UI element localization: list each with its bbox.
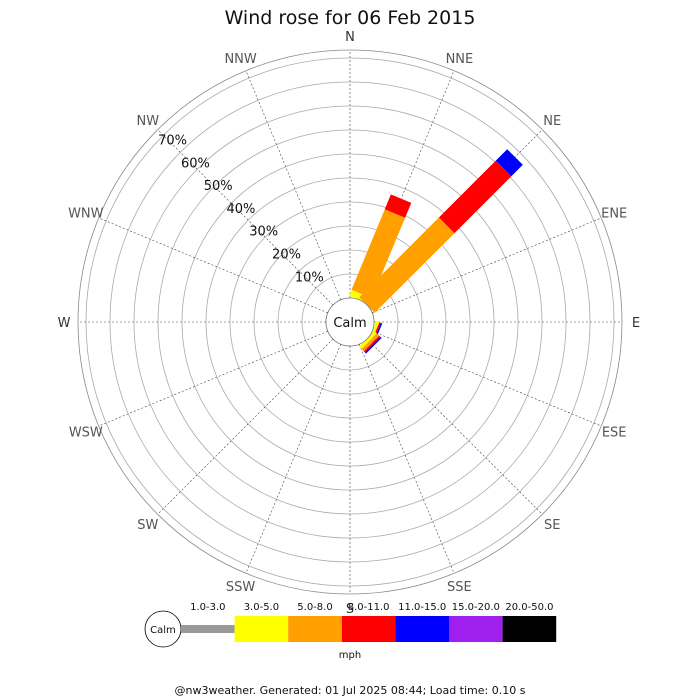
legend-label-4: 11.0-15.0	[398, 602, 446, 613]
direction-label-sw: SW	[137, 518, 158, 533]
direction-label-nne: NNE	[446, 52, 474, 67]
legend-label-5: 15.0-20.0	[452, 602, 500, 613]
spoke-nw	[157, 129, 334, 306]
direction-labels: N NNE NE ENE E ESE SE SSE S SSW SW WSW W WNW NW NNW	[58, 30, 641, 617]
direction-label-s: S	[346, 602, 354, 617]
legend-swatch-0	[181, 625, 235, 633]
spoke-sw	[157, 338, 334, 515]
footer-text: @nw3weather. Generated: 01 Jul 2025 08:4…	[175, 684, 526, 697]
radial-tick-4: 40%	[226, 202, 255, 217]
spoke-wnw	[98, 217, 328, 314]
direction-label-wsw: WSW	[69, 425, 103, 440]
legend-label-6: 20.0-50.0	[505, 602, 553, 613]
radial-tick-7: 70%	[158, 134, 187, 149]
radial-tick-5: 50%	[204, 179, 233, 194]
legend-swatch-4	[395, 616, 449, 642]
petal-se-bin-3	[363, 335, 381, 353]
outer-ring	[77, 49, 623, 595]
calm-circle	[325, 297, 375, 347]
direction-label-nnw: NNW	[224, 52, 256, 67]
direction-label-e: E	[632, 316, 640, 331]
petal-nne-bin-2	[351, 209, 406, 299]
spoke-ssw	[245, 344, 342, 574]
petal-se-bin-2	[361, 333, 380, 352]
legend-label-1: 3.0-5.0	[244, 602, 279, 613]
petal-nne-bin-3	[384, 194, 412, 218]
speed-legend: Calm mph 1.0-3.0 3.0-5.0 5.0-8.0 8.0-11.0 11…	[144, 602, 557, 661]
direction-label-wnw: WNW	[68, 207, 104, 222]
petal-ne-bin-4	[495, 149, 523, 177]
radial-tick-6: 60%	[181, 156, 210, 171]
petal-ne-bin-3	[438, 160, 512, 234]
calm-label: Calm	[333, 316, 366, 331]
spoke-nnw	[245, 70, 342, 300]
legend-unit-label: mph	[339, 650, 361, 661]
direction-label-ene: ENE	[601, 207, 627, 222]
spoke-ese	[372, 330, 602, 427]
legend-swatch-3	[341, 616, 396, 642]
direction-label-ssw: SSW	[226, 580, 256, 595]
wind-petals	[349, 149, 523, 354]
spoke-se	[366, 338, 543, 515]
spoke-ene	[372, 217, 602, 314]
direction-label-ne: NE	[543, 114, 561, 129]
radial-tick-1: 10%	[295, 270, 324, 285]
legend-label-2: 5.0-8.0	[297, 602, 332, 613]
radial-tick-labels: 10% 20% 30% 40% 50% 60% 70%	[158, 134, 324, 286]
direction-label-w: W	[58, 316, 71, 331]
direction-label-ese: ESE	[602, 425, 627, 440]
radial-tick-3: 30%	[249, 225, 278, 240]
petal-se-bin-1	[359, 331, 377, 349]
legend-swatch-1	[234, 616, 289, 642]
spoke-sse	[358, 344, 455, 574]
spoke-wsw	[98, 330, 328, 427]
chart-title: Wind rose for 06 Feb 2015	[225, 7, 476, 29]
radial-tick-2: 20%	[272, 248, 301, 263]
legend-label-0: 1.0-3.0	[190, 602, 225, 613]
direction-label-n: N	[345, 30, 355, 45]
direction-label-sse: SSE	[447, 580, 472, 595]
legend-calm-label: Calm	[150, 625, 176, 636]
legend-swatch-2	[288, 616, 342, 642]
petal-se-bin-4	[364, 336, 382, 354]
direction-label-nw: NW	[137, 114, 160, 129]
legend-swatch-6	[502, 616, 557, 642]
direction-label-se: SE	[544, 518, 560, 533]
petal-ne-bin-2	[359, 217, 455, 313]
legend-swatch-5	[449, 616, 503, 642]
legend-label-3: 8.0-11.0	[348, 602, 390, 613]
